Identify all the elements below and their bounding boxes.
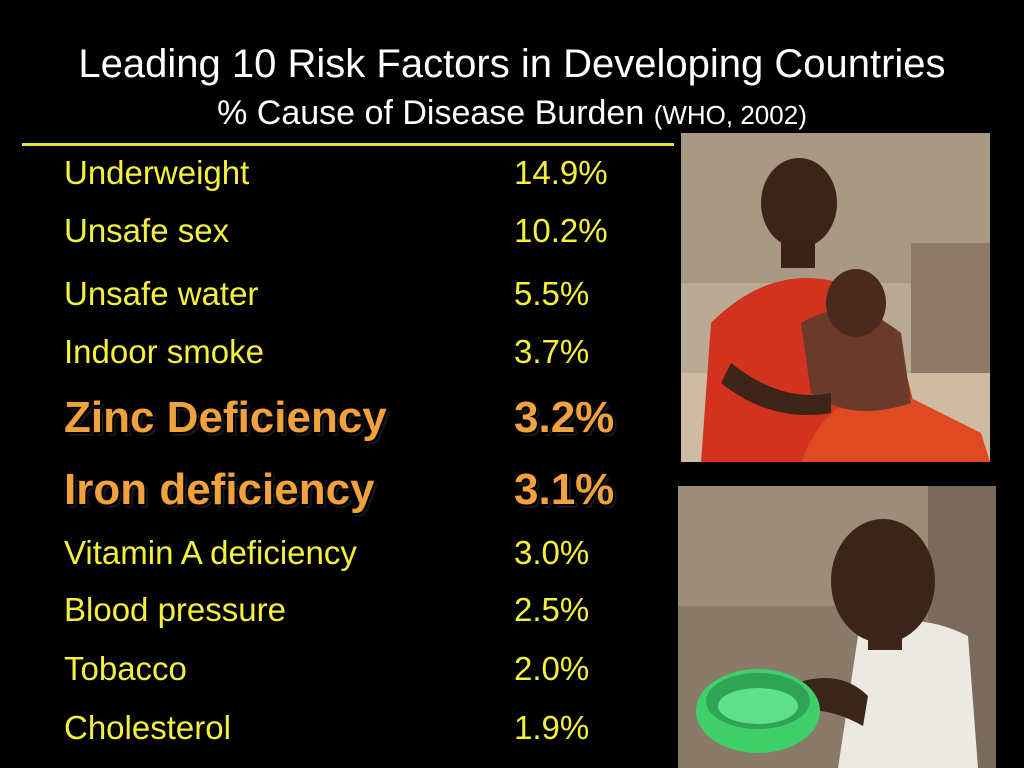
photo-children-seated-icon <box>681 133 990 462</box>
factor-value-unsafe-sex: 10.2% <box>514 212 608 249</box>
factor-name-blood-pressure: Blood pressure <box>64 591 286 628</box>
factor-value-zinc-deficiency: 3.2% <box>514 393 615 442</box>
factor-value-tobacco: 2.0% <box>514 650 590 687</box>
slide-title: Leading 10 Risk Factors in Developing Co… <box>78 42 946 86</box>
factor-value-unsafe-water: 5.5% <box>514 275 590 312</box>
factor-name-cholesterol: Cholesterol <box>64 709 231 746</box>
factor-value-cholesterol: 1.9% <box>514 709 590 746</box>
factor-value-underweight: 14.9% <box>514 154 608 191</box>
factor-value-blood-pressure: 2.5% <box>514 591 590 628</box>
factor-value-indoor-smoke: 3.7% <box>514 333 590 370</box>
factor-name-underweight: Underweight <box>64 154 250 191</box>
subtitle-source: (WHO, 2002) <box>653 100 807 130</box>
factor-name-zinc-deficiency: Zinc Deficiency <box>64 393 387 442</box>
factor-name-indoor-smoke: Indoor smoke <box>64 333 264 370</box>
factor-name-unsafe-water: Unsafe water <box>64 275 259 312</box>
photo-child-with-bowl-icon <box>678 486 996 768</box>
factor-value-vitamin-a-deficiency: 3.0% <box>514 534 590 571</box>
slide-subtitle: % Cause of Disease Burden (WHO, 2002) <box>0 92 1024 136</box>
title-underline <box>22 143 674 146</box>
factor-name-vitamin-a-deficiency: Vitamin A deficiency <box>64 534 357 571</box>
factor-name-unsafe-sex: Unsafe sex <box>64 212 230 249</box>
factor-name-tobacco: Tobacco <box>64 650 187 687</box>
factor-value-iron-deficiency: 3.1% <box>514 465 615 514</box>
factor-name-iron-deficiency: Iron deficiency <box>64 465 375 514</box>
subtitle-main: % Cause of Disease Burden <box>217 94 645 132</box>
